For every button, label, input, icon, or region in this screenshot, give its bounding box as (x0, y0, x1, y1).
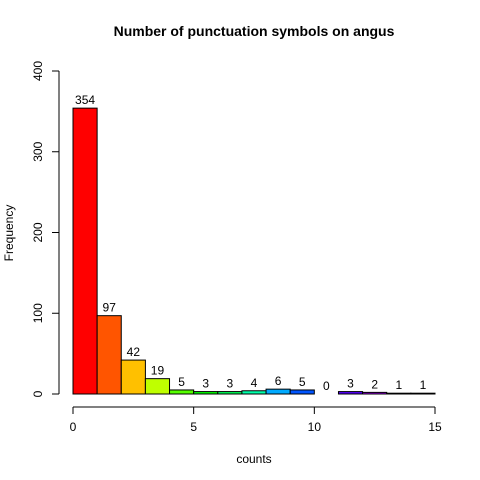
chart-title: Number of punctuation symbols on angus (114, 23, 395, 39)
y-axis-label: Frequency (2, 205, 16, 262)
y-tick-label-2: 200 (31, 222, 45, 242)
data-label-12: 2 (371, 377, 378, 391)
data-label-4: 5 (178, 375, 185, 389)
y-tick-label-0: 0 (31, 390, 45, 397)
data-label-13: 1 (395, 378, 402, 392)
histogram-bar-9 (289, 389, 315, 395)
data-label-10: 0 (323, 379, 330, 393)
histogram-bar-7 (241, 390, 267, 395)
histogram-bar-14 (410, 392, 436, 395)
histogram-bar-3 (144, 378, 171, 395)
data-label-1: 97 (103, 301, 117, 315)
histogram-bar-4 (169, 389, 195, 395)
data-label-2: 42 (127, 345, 141, 359)
data-label-7: 4 (251, 376, 258, 390)
data-label-9: 5 (299, 375, 306, 389)
data-label-5: 3 (202, 377, 209, 391)
histogram-bar-0 (72, 107, 98, 395)
data-label-3: 19 (151, 364, 165, 378)
x-tick-label-3: 15 (428, 420, 442, 434)
x-axis: 0 5 10 15 (70, 406, 442, 434)
y-tick-label-1: 100 (31, 303, 45, 323)
x-tick-label-2: 10 (308, 420, 322, 434)
histogram-bar-13 (386, 392, 412, 395)
data-label-8: 6 (275, 374, 282, 388)
data-label-6: 3 (227, 377, 234, 391)
histogram-bar-5 (193, 391, 219, 395)
data-label-11: 3 (347, 377, 354, 391)
y-tick-label-3: 300 (31, 141, 45, 161)
data-labels-layer: 354 97 42 19 5 3 3 4 6 5 0 3 2 1 1 (75, 93, 427, 393)
data-label-0: 354 (75, 93, 95, 107)
x-tick-label-0: 0 (70, 420, 77, 434)
x-tick-label-1: 5 (190, 420, 197, 434)
bars-layer (72, 107, 436, 395)
y-tick-label-4: 400 (31, 61, 45, 81)
histogram-bar-11 (337, 391, 364, 395)
histogram-bar-6 (217, 391, 243, 395)
histogram-bar-12 (362, 391, 388, 395)
histogram-bar-1 (96, 315, 122, 395)
histogram-bar-8 (265, 388, 291, 395)
data-label-14: 1 (420, 378, 427, 392)
histogram-bar-2 (120, 359, 146, 395)
x-axis-label: counts (236, 452, 271, 466)
y-axis: 0 100 200 300 400 (31, 61, 60, 397)
